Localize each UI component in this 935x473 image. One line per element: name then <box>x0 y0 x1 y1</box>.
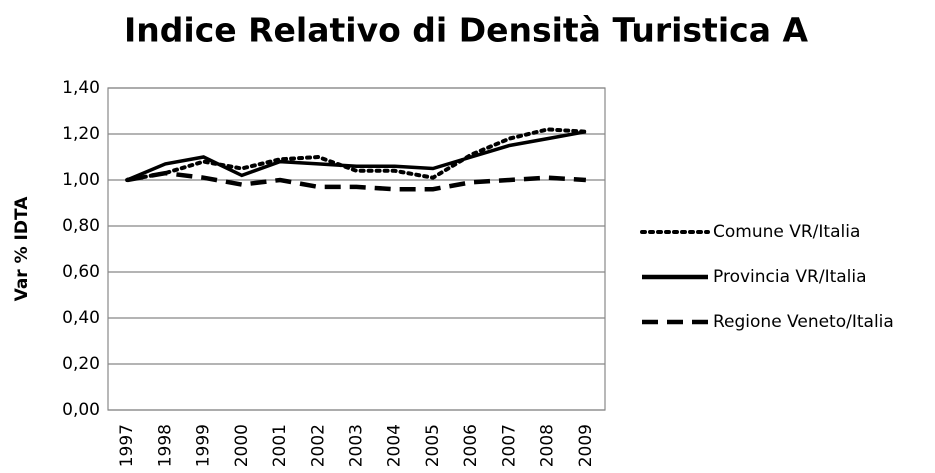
series-line <box>125 127 588 182</box>
plot-border <box>107 87 606 411</box>
x-tick-label: 2009 <box>576 424 596 467</box>
x-tick-label: 1998 <box>155 424 175 467</box>
y-tick-label: 0,40 <box>62 308 100 328</box>
x-tick-label: 2004 <box>385 424 405 467</box>
x-tick-label: 1997 <box>117 424 137 467</box>
series-line <box>126 170 587 192</box>
x-tick-label: 2001 <box>270 424 290 467</box>
legend-label: Regione Veneto/Italia <box>713 312 894 332</box>
y-axis-title: Var % IDTA <box>12 196 32 302</box>
x-tick-label: 1999 <box>194 424 214 467</box>
y-tick-label: 0,60 <box>62 262 100 282</box>
x-tick-label: 2007 <box>499 424 519 467</box>
y-tick-label: 0,80 <box>62 216 100 236</box>
y-tick-label: 0,00 <box>62 400 100 420</box>
y-tick-label: 1,00 <box>62 170 100 190</box>
y-tick-label: 1,20 <box>62 124 100 144</box>
x-tick-label: 2006 <box>461 424 481 467</box>
y-tick-label: 0,20 <box>62 354 100 374</box>
legend-label: Provincia VR/Italia <box>713 267 867 287</box>
legend-label: Comune VR/Italia <box>713 222 860 242</box>
chart-title: Indice Relativo di Densità Turistica A <box>124 11 808 50</box>
x-tick-label: 2005 <box>423 424 443 467</box>
y-tick-label: 1,40 <box>62 78 100 98</box>
x-tick-label: 2002 <box>308 424 328 467</box>
x-tick-label: 2000 <box>232 424 252 467</box>
series-line <box>126 129 587 182</box>
x-tick-label: 2003 <box>347 424 367 467</box>
x-tick-label: 2008 <box>538 424 558 467</box>
